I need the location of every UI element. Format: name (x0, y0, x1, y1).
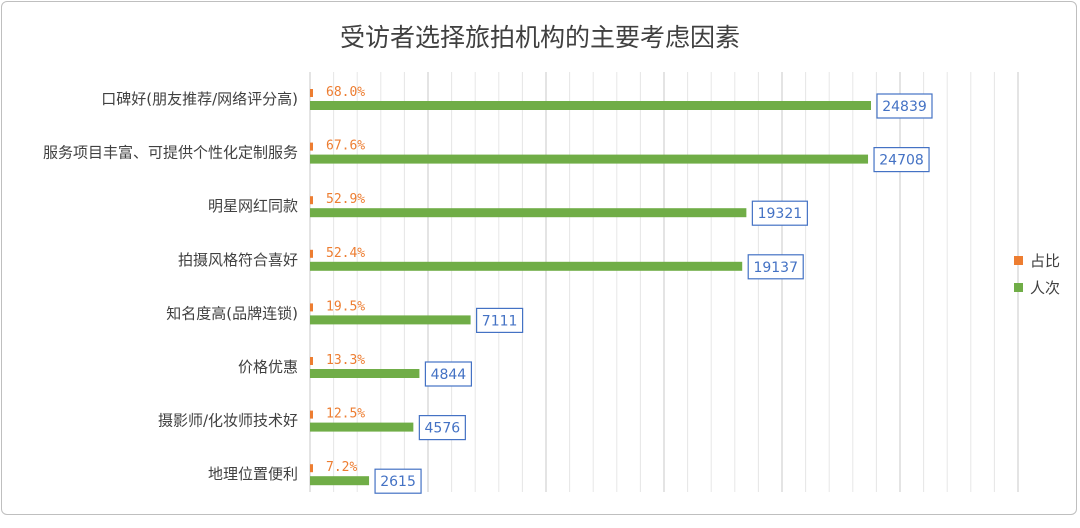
category-label: 服务项目丰富、可提供个性化定制服务 (43, 144, 298, 162)
pct-bar (310, 410, 313, 419)
count-bar (310, 154, 869, 164)
category-label: 地理位置便利 (208, 465, 298, 483)
count-data-label: 4576 (425, 421, 461, 437)
category-label: 知名度高(品牌连锁) (166, 304, 298, 322)
count-label-box (747, 254, 804, 280)
count-bar (310, 476, 370, 486)
pct-bar (310, 303, 313, 312)
legend-label: 人次 (1030, 279, 1060, 297)
count-bar (310, 261, 743, 271)
labels: 口碑好(朋友推荐/网络评分高) 68.0% 24839 服务项目丰富、可提供个性化定制… (43, 85, 933, 494)
count-data-label: 19321 (758, 206, 803, 222)
pct-bar (310, 142, 313, 151)
pct-data-label: 68.0% (326, 85, 365, 100)
bars (310, 89, 871, 486)
count-label-box (418, 415, 466, 441)
count-label-box (476, 307, 524, 333)
pct-data-label: 19.5% (326, 299, 365, 314)
count-label-box (873, 147, 930, 173)
count-data-label: 24708 (879, 153, 924, 169)
count-label-box (876, 93, 933, 119)
count-label-box (424, 361, 473, 387)
pct-bar (310, 249, 313, 258)
count-label-box (374, 468, 422, 494)
category-label: 明星网红同款 (208, 197, 298, 215)
pct-bar (310, 89, 313, 97)
pct-data-label: 52.9% (326, 192, 365, 207)
pct-bar (310, 357, 313, 365)
count-bar (310, 101, 871, 110)
category-label: 口碑好(朋友推荐/网络评分高) (101, 90, 298, 108)
grid-lines (309, 72, 1019, 492)
count-data-label: 24839 (882, 99, 927, 115)
legend-label: 占比 (1030, 252, 1060, 270)
pct-bar (310, 464, 313, 473)
pct-data-label: 7.2% (326, 460, 357, 475)
count-label-box (751, 200, 808, 226)
pct-data-label: 67.6% (326, 139, 365, 154)
category-label: 拍摄风格符合喜好 (178, 251, 298, 269)
count-bar (310, 315, 471, 325)
count-bar (310, 208, 747, 218)
legend-swatch (1014, 256, 1023, 265)
pct-data-label: 52.4% (326, 246, 365, 261)
pct-data-label: 12.5% (326, 407, 365, 422)
category-label: 价格优惠 (238, 358, 298, 376)
category-label: 摄影师/化妆师技术好 (158, 412, 298, 430)
count-data-label: 4844 (431, 367, 467, 383)
count-data-label: 7111 (482, 313, 518, 329)
chart-frame (1, 1, 1077, 515)
legend-swatch (1014, 283, 1023, 292)
count-bar (310, 422, 414, 432)
pct-bar (310, 196, 313, 205)
count-data-label: 19137 (753, 260, 798, 276)
pct-data-label: 13.3% (326, 353, 365, 368)
count-bar (310, 369, 420, 378)
chart-title: 受访者选择旅拍机构的主要考虑因素 (339, 23, 740, 52)
count-data-label: 2615 (380, 474, 416, 490)
